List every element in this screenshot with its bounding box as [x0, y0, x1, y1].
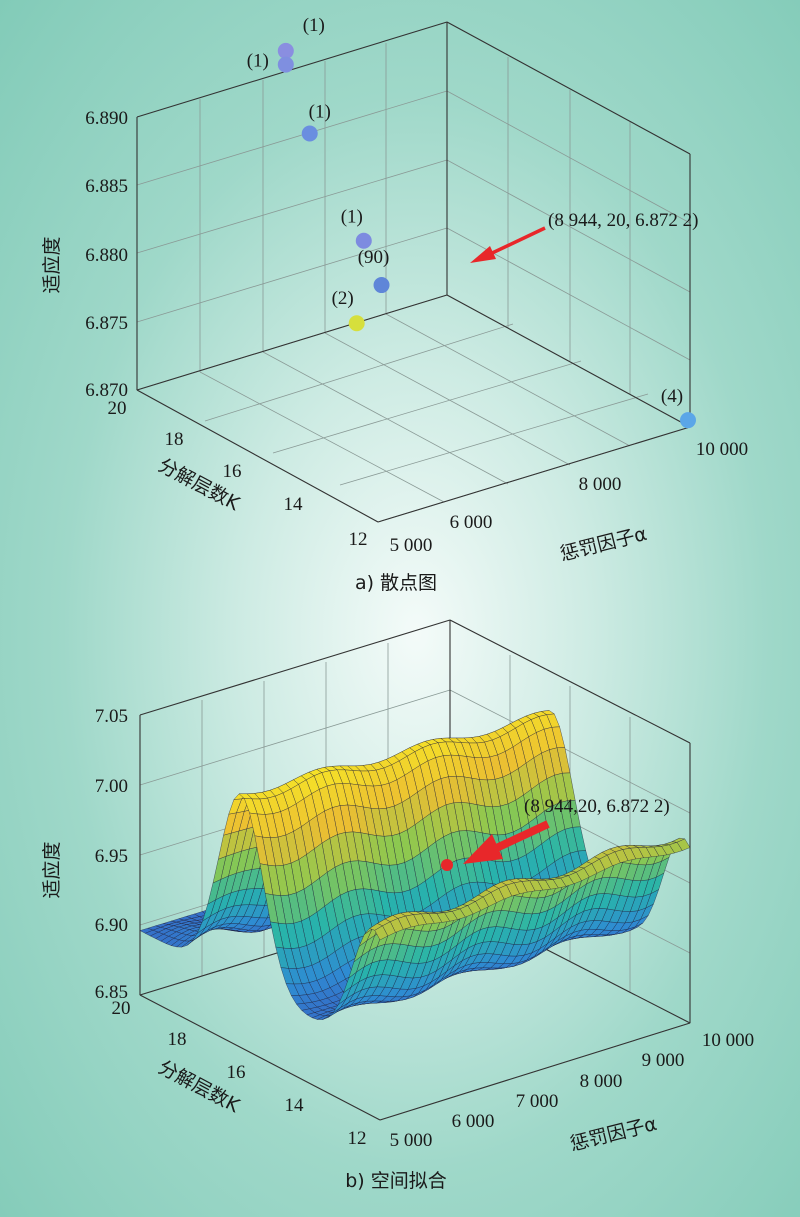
scatter-z-tick: 6.880 — [85, 245, 128, 266]
scatter-k-tick: 18 — [165, 429, 184, 450]
surface-optimum-marker — [441, 859, 453, 871]
scatter-point — [348, 315, 365, 332]
scatter-z-tick: 6.885 — [85, 176, 128, 197]
surface-alpha-tick: 10 000 — [702, 1030, 754, 1051]
surface-patch — [374, 925, 389, 941]
fitted-surface — [139, 710, 691, 1020]
scatter-annotation-arrow — [470, 226, 546, 263]
surface-z-axis-title: 适应度 — [41, 841, 63, 898]
surface-alpha-tick: 9 000 — [642, 1050, 685, 1071]
surface-k-tick: 16 — [227, 1062, 246, 1083]
surface-k-tick: 20 — [112, 998, 131, 1019]
surface-annotation-arrow — [463, 820, 550, 864]
surface-annotation-text: (8 944,20, 6.872 2) — [524, 796, 670, 817]
scatter-z-tick: 6.870 — [85, 380, 128, 401]
scatter-points: (1) (1) (1) (1) (2)(90) (4) — [247, 15, 696, 429]
scatter-alpha-axis-title: 惩罚因子α — [558, 523, 649, 566]
scatter-point — [301, 125, 318, 142]
scatter-point-label: (2) — [332, 288, 354, 309]
surface-alpha-axis-title: 惩罚因子α — [568, 1113, 659, 1156]
scatter-box — [136, 21, 691, 523]
scatter-point — [277, 56, 294, 73]
scatter-point-label: (1) — [247, 51, 269, 72]
surface-z-tick: 6.90 — [95, 915, 128, 936]
scatter-point — [680, 412, 696, 429]
scatter-alpha-tick: 8 000 — [579, 474, 622, 495]
scatter-alpha-tick: 6 000 — [450, 512, 493, 533]
scatter-point-label: (1) — [309, 101, 331, 122]
scatter-point-label: (90) — [358, 247, 390, 268]
surface-alpha-tick: 5 000 — [390, 1130, 433, 1151]
surface-k-tick: 18 — [168, 1029, 187, 1050]
surface-z-tick: 6.85 — [95, 982, 128, 1003]
surface-k-tick: 12 — [348, 1128, 367, 1149]
scatter-k-tick: 16 — [223, 461, 242, 482]
surface-caption: b) 空间拟合 — [345, 1170, 447, 1192]
scatter-panel: (1) (1) (1) (1) (2)(90) (4) (8 944, 20, 6.872… — [41, 15, 748, 594]
scatter-alpha-tick: 5 000 — [390, 535, 433, 556]
surface-z-tick: 7.05 — [95, 706, 128, 727]
surface-alpha-tick: 6 000 — [452, 1111, 495, 1132]
surface-z-tick: 6.95 — [95, 846, 128, 867]
scatter-k-tick: 14 — [284, 494, 304, 515]
scatter-annotation-text: (8 944, 20, 6.872 2) — [548, 210, 698, 231]
scatter-z-tick: 6.875 — [85, 313, 128, 334]
scatter-z-tick: 6.890 — [85, 108, 128, 129]
scatter-z-axis-title: 适应度 — [41, 236, 63, 293]
surface-z-tick: 7.00 — [95, 776, 128, 797]
surface-k-tick: 14 — [285, 1095, 305, 1116]
scatter-point-label: (1) — [303, 15, 325, 36]
scatter-point-label: (4) — [661, 386, 683, 407]
scatter-point — [355, 232, 372, 249]
surface-alpha-tick: 7 000 — [516, 1091, 559, 1112]
scatter-k-tick: 20 — [108, 398, 127, 419]
surface-alpha-tick: 8 000 — [580, 1071, 623, 1092]
scatter-point-label: (1) — [341, 207, 363, 228]
scatter-k-tick: 12 — [349, 529, 368, 550]
surface-panel: (8 944,20, 6.872 2) 6.85 6.90 6.95 7.00 … — [41, 619, 754, 1192]
scatter-alpha-tick: 10 000 — [696, 439, 748, 460]
scatter-point — [373, 277, 390, 294]
scatter-back-walls — [136, 21, 691, 394]
scatter-point — [277, 42, 294, 59]
scatter-caption: a) 散点图 — [355, 572, 437, 594]
